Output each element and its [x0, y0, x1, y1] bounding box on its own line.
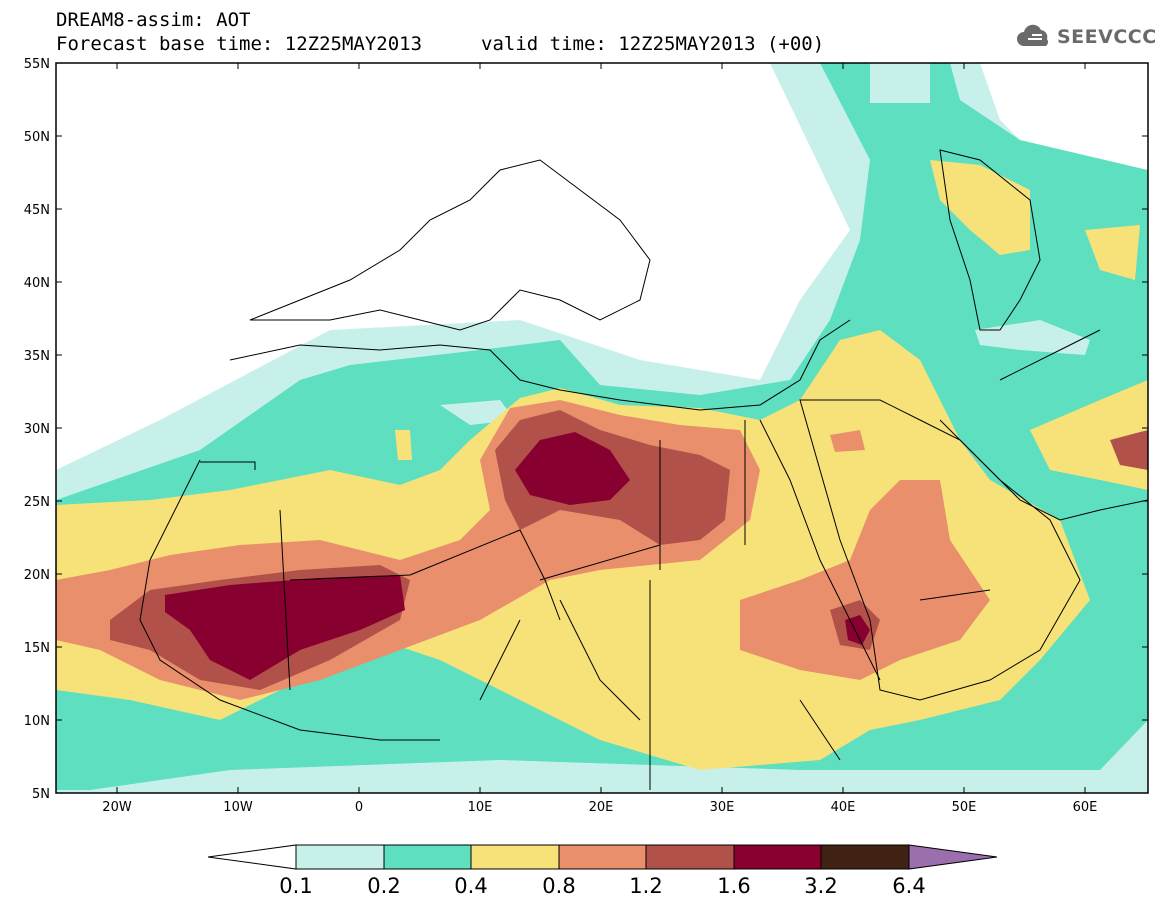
aot-core-darkred-west: [165, 575, 405, 680]
colorbar-label-3: 0.8: [542, 874, 575, 898]
lat-label-45n: 45N: [24, 203, 50, 218]
coast-west-africa: [139, 459, 440, 741]
forecast-time-line: Forecast base time: 12Z25MAY2013 valid ti…: [56, 33, 824, 55]
lat-label-10n: 10N: [24, 714, 50, 729]
lat-label-40n: 40N: [24, 276, 50, 291]
lon-label-0: 0: [355, 800, 363, 815]
lon-label-20e: 20E: [589, 800, 614, 815]
lat-label-55n: 55N: [24, 57, 50, 72]
colorbar-label-1: 0.2: [367, 874, 400, 898]
aot-patch-yellow-atlas: [395, 430, 412, 460]
coast-europe: [249, 159, 651, 331]
lat-ticks: [56, 62, 1148, 721]
colorbar-arrow-low: [207, 844, 297, 870]
coast-arabia: [799, 399, 1081, 701]
valid-time: valid time: 12Z25MAY2013 (+00): [481, 33, 825, 55]
colorbar: [207, 844, 998, 870]
lon-axis: 20W 10W 0 10E 20E 30E 40E 50E 60E: [102, 63, 1097, 815]
coast-caspian: [939, 149, 1041, 331]
colorbar-label-2: 0.4: [454, 874, 487, 898]
aot-patch-light-caspian: [975, 320, 1090, 355]
lon-label-40e: 40E: [831, 800, 856, 815]
aot-patch-orange-arabia-n: [830, 430, 865, 452]
colorbar-swatch-1: [295, 844, 385, 870]
lon-label-10w: 10W: [223, 800, 253, 815]
aot-field: [56, 63, 1148, 793]
lon-label-20w: 20W: [102, 800, 132, 815]
map-title: DREAM8-assim: AOT: [56, 9, 251, 31]
lat-label-50n: 50N: [24, 130, 50, 145]
lat-label-15n: 15N: [24, 641, 50, 656]
colorbar-label-0: 0.1: [279, 874, 312, 898]
colorbar-label-6: 3.2: [804, 874, 837, 898]
colorbar-swatch-6: [733, 844, 822, 870]
aot-patch-brown-persia: [1110, 430, 1148, 470]
aot-band-orange-east: [740, 480, 990, 680]
logo-label: SEEVCCC: [1057, 26, 1157, 48]
coast-gulf: [939, 419, 1148, 521]
lat-label-35n: 35N: [24, 349, 50, 364]
coast-red-sea: [759, 419, 881, 681]
colorbar-label-5: 1.6: [717, 874, 750, 898]
lon-label-30e: 30E: [710, 800, 735, 815]
lon-label-50e: 50E: [952, 800, 977, 815]
colorbar-swatch-5: [645, 844, 735, 870]
colorbar-labels: 0.1 0.2 0.4 0.8 1.2 1.6 3.2 6.4: [279, 874, 925, 898]
lat-label-25n: 25N: [24, 495, 50, 510]
lat-label-20n: 20N: [24, 568, 50, 583]
colorbar-swatch-4: [558, 844, 647, 870]
lat-axis: 55N 50N 45N 40N 35N 30N 25N 20N 15N 10N …: [24, 57, 1148, 802]
lon-label-10e: 10E: [468, 800, 493, 815]
colorbar-swatch-7: [820, 844, 910, 870]
colorbar-arrow-high: [908, 844, 998, 870]
aot-core-darkred-libya: [515, 432, 630, 505]
coast-north-africa: [229, 319, 851, 411]
border-lines: [200, 329, 1101, 790]
lon-ticks: [116, 63, 1086, 793]
aot-patch-light-north: [870, 63, 930, 103]
country-borders: [139, 149, 1148, 790]
lon-label-60e: 60E: [1073, 800, 1098, 815]
lat-label-30n: 30N: [24, 422, 50, 437]
colorbar-swatch-3: [470, 844, 560, 870]
cloud-icon: [1017, 24, 1048, 46]
aot-patch-yellow-centralasia: [1085, 225, 1140, 280]
aot-patch-yellow-caspian: [930, 160, 1030, 255]
lat-label-5n: 5N: [32, 787, 50, 802]
colorbar-label-7: 6.4: [892, 874, 925, 898]
colorbar-swatch-2: [383, 844, 472, 870]
aot-patch-yellow-iran: [1030, 380, 1148, 490]
seevccc-logo: SEEVCCC: [1016, 24, 1157, 50]
colorbar-label-4: 1.2: [629, 874, 662, 898]
base-time: Forecast base time: 12Z25MAY2013: [56, 33, 423, 55]
